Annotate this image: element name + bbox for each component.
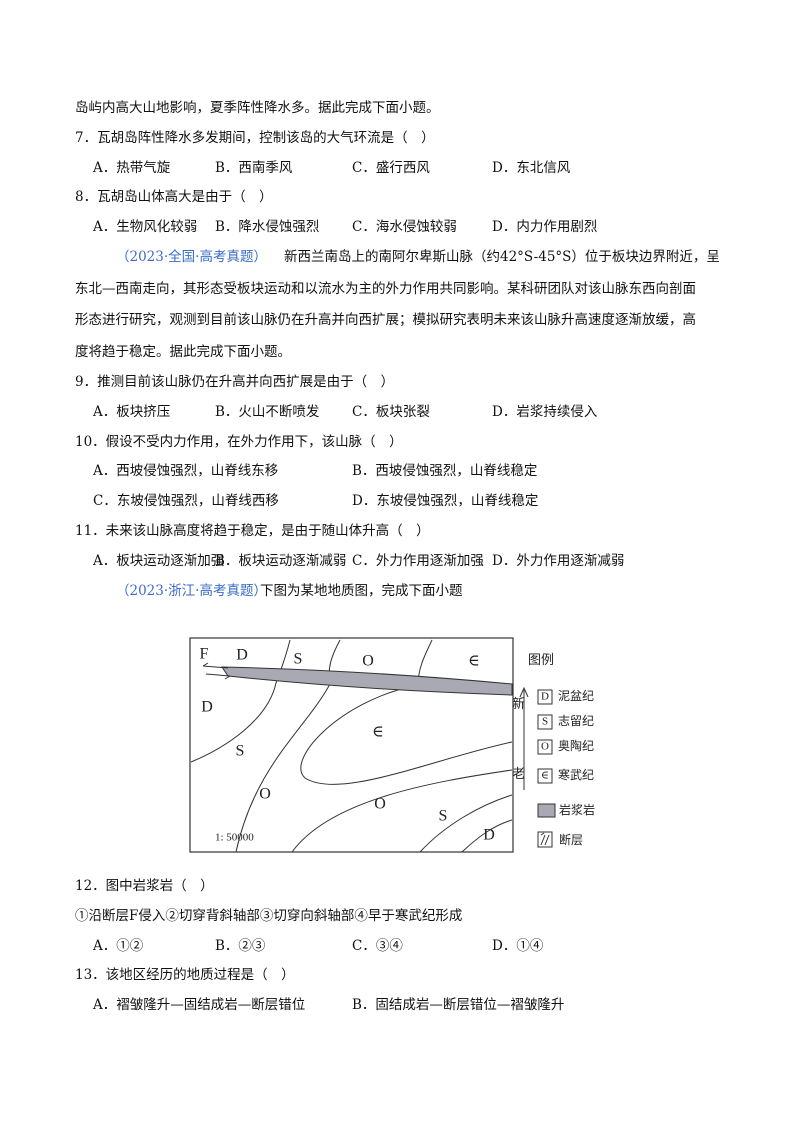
- legend-swatch: [537, 739, 553, 755]
- map-scale: 1: 50000: [215, 832, 254, 844]
- map-label: D: [201, 699, 213, 716]
- boundary: [461, 819, 513, 853]
- option: C．海水侵蚀较弱: [352, 219, 457, 236]
- option: C．外力作用逐渐加强: [352, 552, 484, 569]
- passage-text: 下图为某地地质图，完成下面小题: [260, 582, 463, 599]
- source-tag: （2023·全国·高考真题）: [116, 249, 267, 265]
- legend-symbol: ∈: [541, 770, 549, 782]
- magma-swatch: [537, 803, 556, 818]
- question-stem: 7．瓦胡岛阵性降水多发期间，控制该岛的大气环流是（ ）: [75, 129, 435, 146]
- map-label: S: [439, 808, 448, 825]
- question-stem: 11．未来该山脉高度将趋于稳定，是由于随山体升高（ ）: [75, 522, 430, 539]
- option: D．外力作用逐渐减弱: [492, 552, 625, 569]
- boundary: [190, 639, 291, 763]
- question-stem: 12．图中岩浆岩（ ）: [75, 878, 214, 894]
- passage-text: 东北—西南走向，其形态受板块运动和以流水为主的外力作用共同影响。某科研团队对该山…: [75, 280, 696, 297]
- boundary: [419, 794, 513, 853]
- passage-text: 岛屿内高大山地影响，夏季阵性降水多。据此完成下面小题。: [75, 100, 440, 116]
- legend-label: 寒武纪: [558, 767, 594, 782]
- legend-swatch: [537, 768, 553, 784]
- legend-label: 奥陶纪: [558, 738, 594, 753]
- map-label: F: [200, 646, 209, 663]
- option: D．内力作用剧烈: [492, 219, 598, 236]
- map-label: O: [374, 796, 386, 813]
- fault-arrow: [202, 662, 231, 680]
- option: D．东坡侵蚀强烈，山脊线稳定: [352, 493, 539, 510]
- legend-older: 老: [512, 766, 525, 781]
- magma-body: [221, 666, 513, 696]
- option: B．板块运动逐渐减弱: [215, 552, 347, 569]
- map-label: D: [483, 827, 495, 844]
- option: A．褶皱隆升—固结成岩—断层错位: [93, 997, 306, 1014]
- fault-icon: [540, 832, 550, 846]
- map-label: S: [236, 743, 245, 760]
- legend-symbol: D: [541, 691, 549, 703]
- question-statements: ①沿断层F侵入②切穿背斜轴部③切穿向斜轴部④早于寒武纪形成: [75, 907, 463, 924]
- option: D．①④: [492, 937, 544, 954]
- map-label: D: [236, 647, 248, 664]
- option: D．岩浆持续侵入: [492, 403, 598, 420]
- question-stem: 13．该地区经历的地质过程是（ ）: [75, 967, 295, 984]
- option: B．固结成岩—断层错位—褶皱隆升: [352, 997, 565, 1014]
- legend-swatch: [537, 714, 553, 730]
- option: C．板块张裂: [352, 403, 430, 420]
- map-frame: [189, 637, 514, 853]
- option: C．东坡侵蚀强烈，山脊线西移: [93, 493, 279, 510]
- question-stem: 9．推测目前该山脉仍在升高并向西扩展是由于（ ）: [75, 373, 395, 390]
- map-label: O: [259, 786, 271, 803]
- option: C．盛行西风: [352, 159, 430, 176]
- boundary: [235, 639, 341, 853]
- map-label: O: [362, 653, 374, 670]
- option: A．①②: [93, 937, 144, 954]
- passage-text: 新西兰南岛上的南阿尔卑斯山脉（约42°S-45°S）位于板块边界附近，呈: [284, 249, 720, 265]
- legend-newer: 新: [512, 696, 525, 711]
- option: C．③④: [352, 937, 403, 954]
- age-arrowhead: [519, 686, 529, 698]
- option: B．火山不断喷发: [215, 403, 320, 420]
- map-label: ∈: [372, 724, 384, 741]
- option: D．东北信风: [492, 159, 571, 176]
- option: B．降水侵蚀强烈: [215, 219, 320, 236]
- source-tag: （2023·浙江·高考真题）: [116, 582, 267, 599]
- option: A．生物风化较弱: [93, 219, 198, 236]
- option: B．西南季风: [215, 159, 293, 176]
- passage-text: 形态进行研究，观测到目前该山脉仍在升高并向西扩展；模拟研究表明未来该山脉升高速度…: [75, 312, 696, 329]
- question-stem: 8．瓦胡岛山体高大是由于（ ）: [75, 189, 273, 206]
- fault-swatch: [537, 831, 553, 848]
- question-stem: 10．假设不受内力作用，在外力作用下，该山脉（ ）: [75, 433, 403, 450]
- boundary: [300, 639, 513, 785]
- option: B．西坡侵蚀强烈，山脊线稳定: [352, 463, 538, 480]
- fault-arrows: [202, 662, 231, 680]
- legend-label: 泥盆纪: [558, 689, 594, 703]
- boundaries: [190, 639, 513, 853]
- legend-label: 岩浆岩: [559, 802, 595, 817]
- legend-swatch: [537, 689, 553, 705]
- legend-symbol: O: [541, 741, 549, 753]
- option: B．②③: [215, 937, 266, 954]
- option: A．板块运动逐渐加强: [93, 552, 225, 569]
- legend-label: 志留纪: [558, 714, 594, 728]
- legend-title: 图例: [528, 652, 554, 667]
- option: A．板块挤压: [93, 403, 171, 420]
- option: A．西坡侵蚀强烈，山脊线东移: [93, 463, 279, 480]
- legend-label: 断层: [559, 832, 583, 847]
- option: A．热带气旋: [93, 159, 171, 176]
- boundary: [291, 769, 513, 853]
- map-label: S: [294, 651, 303, 668]
- passage-text: 度将趋于稳定。据此完成下面小题。: [75, 344, 291, 361]
- legend-symbol: S: [542, 716, 548, 728]
- map-label: ∈: [468, 653, 480, 670]
